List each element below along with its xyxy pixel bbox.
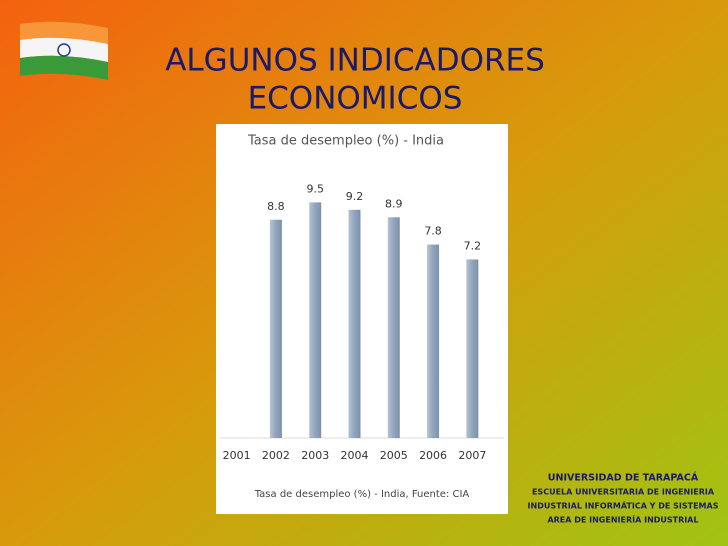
bar bbox=[427, 244, 440, 438]
x-tick-label: 2003 bbox=[301, 449, 329, 462]
x-tick-label: 2002 bbox=[262, 449, 290, 462]
x-tick-label: 2006 bbox=[419, 449, 447, 462]
slide-title: ALGUNOS INDICADORES bbox=[165, 43, 545, 79]
data-label: 7.8 bbox=[424, 225, 442, 238]
chart-caption: Tasa de desempleo (%) - India, Fuente: C… bbox=[254, 489, 470, 500]
x-tick-label: 2007 bbox=[458, 449, 486, 462]
footer-line: ESCUELA UNIVERSITARIA DE INGENIERIA bbox=[532, 488, 715, 497]
footer-line: INDUSTRIAL INFORMÁTICA Y DE SISTEMAS bbox=[528, 500, 719, 511]
footer-line: AREA DE INGENIERÍA INDUSTRIAL bbox=[547, 514, 698, 525]
x-tick-label: 2001 bbox=[223, 449, 251, 462]
data-label: 7.2 bbox=[464, 239, 482, 252]
bar bbox=[269, 219, 282, 438]
slide-title: ECONOMICOS bbox=[248, 81, 463, 117]
chart-panel bbox=[216, 124, 508, 514]
bar bbox=[348, 209, 361, 438]
x-tick-label: 2004 bbox=[341, 449, 369, 462]
data-label: 8.8 bbox=[267, 200, 285, 213]
chart-title: Tasa de desempleo (%) - India bbox=[247, 134, 444, 149]
bar bbox=[387, 217, 400, 438]
data-label: 9.2 bbox=[346, 190, 364, 203]
footer-line: UNIVERSIDAD DE TARAPACÁ bbox=[548, 472, 699, 484]
data-label: 8.9 bbox=[385, 197, 403, 210]
flag bbox=[20, 21, 108, 80]
bar bbox=[309, 202, 322, 438]
bar bbox=[466, 259, 479, 438]
data-label: 9.5 bbox=[306, 182, 324, 195]
x-tick-label: 2005 bbox=[380, 449, 408, 462]
